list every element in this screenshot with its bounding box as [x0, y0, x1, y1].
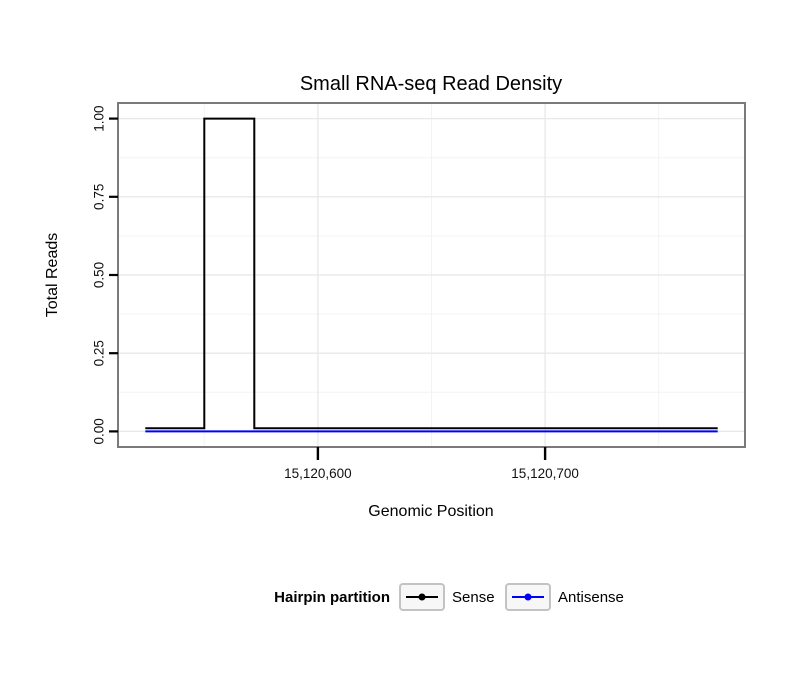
series-layer: [145, 117, 718, 433]
legend-label-antisense: Antisense: [558, 589, 624, 606]
legend-key-point-sense: [418, 593, 426, 601]
y-tick-label: 0.00: [92, 418, 107, 444]
chart-title: Small RNA-seq Read Density: [300, 73, 562, 95]
y-tick-label: 1.00: [92, 105, 107, 131]
x-tick-label: 15,120,600: [284, 466, 352, 481]
series-line-sense: [145, 117, 718, 430]
y-axis-label: Total Reads: [44, 233, 61, 318]
legend-key-point-antisense: [524, 593, 532, 601]
legend: Hairpin partition Sense Antisense: [274, 583, 624, 611]
y-tick-label: 0.75: [92, 184, 107, 210]
x-tick-label: 15,120,700: [511, 466, 579, 481]
x-axis-label: Genomic Position: [368, 503, 493, 520]
legend-label-sense: Sense: [452, 589, 495, 606]
axis-layer: 15,120,600 15,120,700 0.00 0.25 0.50 0.75 1.00: [92, 105, 579, 481]
y-tick-label: 0.25: [92, 340, 107, 366]
y-tick-label: 0.50: [92, 262, 107, 288]
legend-title: Hairpin partition: [274, 589, 390, 606]
